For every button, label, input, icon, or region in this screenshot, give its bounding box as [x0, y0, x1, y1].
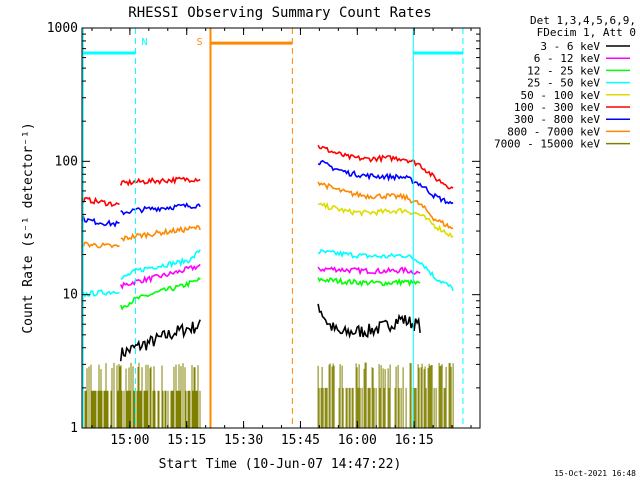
- series-line-3-6-kev-1: [317, 303, 421, 339]
- legend-label-7000-15000-kev: 7000 - 15000 keV: [494, 138, 600, 151]
- y-axis-label: Count Rate (s⁻¹ detector⁻¹): [21, 122, 36, 333]
- series-line-25-50-kev-0: [81, 289, 120, 298]
- x-tick-label: 15:00: [110, 433, 149, 448]
- legend-label-3-6-kev: 3 - 6 keV: [540, 40, 600, 53]
- series-line-800-7000-kev-2: [317, 181, 454, 230]
- series-line-100-300-kev-2: [317, 144, 454, 190]
- axes-layer: 15:00 15:15 15:30 15:45 16:00 16:15 1 10 100 1000: [47, 21, 480, 448]
- annotation-marker-2: [412, 28, 464, 428]
- series-12-25-kev: [119, 276, 421, 311]
- footer-timestamp: 15-Oct-2021 16:48: [554, 469, 636, 478]
- series-line-300-800-kev-1: [120, 202, 201, 216]
- series-line-12-25-kev-0: [119, 277, 201, 311]
- x-tick-label: 15:45: [281, 433, 320, 448]
- legend-label-12-25-kev: 12 - 25 keV: [527, 64, 600, 77]
- legend-header: Det 1,3,4,5,6,9,: [530, 14, 636, 27]
- y-tick-label: 1: [70, 421, 78, 436]
- series-6-12-kev: [119, 263, 421, 290]
- legend-header: FDecim 1, Att 0: [537, 26, 636, 39]
- series-line-800-7000-kev-1: [120, 224, 201, 243]
- legend: Det 1,3,4,5,6,9,FDecim 1, Att 03 - 6 keV…: [494, 14, 636, 151]
- series-line-6-12-kev-1: [317, 266, 421, 276]
- annotation-S-1: S: [196, 28, 293, 428]
- chart-title: RHESSI Observing Summary Count Rates: [128, 5, 431, 21]
- x-tick-label: 16:15: [395, 433, 434, 448]
- series-line-100-300-kev-0: [81, 196, 120, 208]
- legend-label-300-800-kev: 300 - 800 keV: [514, 113, 600, 126]
- series-line-25-50-kev-2: [317, 249, 454, 292]
- series-100-300-kev: [81, 144, 454, 208]
- annotation-label: S: [196, 37, 202, 48]
- series-line-12-25-kev-1: [317, 276, 421, 288]
- series-line-300-800-kev-0: [81, 214, 120, 228]
- x-tick-label: 15:30: [224, 433, 263, 448]
- annotation-label: N: [141, 37, 147, 48]
- legend-label-25-50-kev: 25 - 50 keV: [527, 77, 600, 90]
- x-tick-label: 15:15: [167, 433, 206, 448]
- legend-label-50-100-kev: 50 - 100 keV: [521, 89, 601, 102]
- x-axis-label: Start Time (10-Jun-07 14:47:22): [159, 457, 402, 472]
- legend-label-800-7000-kev: 800 - 7000 keV: [507, 125, 600, 138]
- series-3-6-kev: [119, 303, 421, 362]
- series-300-800-kev: [81, 159, 454, 228]
- series-line-3-6-kev-0: [119, 319, 201, 362]
- y-tick-label: 100: [55, 154, 78, 169]
- series-line-100-300-kev-1: [119, 175, 201, 187]
- series-line-300-800-kev-2: [317, 159, 454, 205]
- series-800-7000-kev: [81, 181, 454, 249]
- y-tick-label: 1000: [47, 21, 78, 36]
- series-line-800-7000-kev-0: [81, 241, 120, 249]
- y-tick-label: 10: [62, 288, 78, 303]
- x-tick-label: 16:00: [338, 433, 377, 448]
- series-line-50-100-kev-0: [317, 201, 454, 238]
- series-25-50-kev: [81, 249, 454, 298]
- series-line-25-50-kev-1: [120, 249, 201, 280]
- legend-label-100-300-kev: 100 - 300 keV: [514, 101, 600, 114]
- series-50-100-kev: [317, 201, 454, 238]
- legend-label-6-12-kev: 6 - 12 keV: [534, 52, 601, 65]
- annotation-N-0: N: [82, 28, 147, 428]
- series-line-6-12-kev-0: [119, 263, 201, 290]
